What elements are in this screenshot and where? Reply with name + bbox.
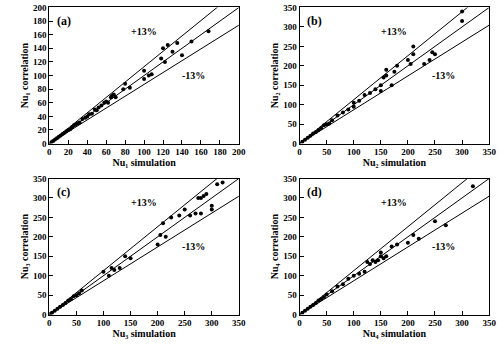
svg-text:350: 350 <box>283 3 297 13</box>
svg-text:100: 100 <box>283 271 297 281</box>
svg-text:60: 60 <box>102 147 112 157</box>
svg-text:Nu₁ simulation: Nu₁ simulation <box>112 157 176 168</box>
svg-text:250: 250 <box>33 213 47 223</box>
svg-text:140: 140 <box>175 147 189 157</box>
svg-text:+13%: +13% <box>131 197 157 208</box>
svg-text:180: 180 <box>213 147 227 157</box>
svg-text:-13%: -13% <box>432 241 455 252</box>
svg-text:100: 100 <box>137 147 151 157</box>
svg-text:0: 0 <box>47 318 52 328</box>
svg-text:350: 350 <box>232 318 246 328</box>
svg-text:Nu₃ correlation: Nu₃ correlation <box>19 213 30 279</box>
svg-text:-13%: -13% <box>432 70 455 81</box>
svg-text:350: 350 <box>482 318 496 328</box>
svg-text:20: 20 <box>64 147 74 157</box>
svg-text:(c): (c) <box>57 185 70 199</box>
svg-text:-13%: -13% <box>182 70 205 81</box>
svg-text:50: 50 <box>72 318 82 328</box>
svg-text:40: 40 <box>83 147 93 157</box>
svg-text:50: 50 <box>288 290 298 300</box>
svg-text:160: 160 <box>33 30 47 40</box>
svg-text:160: 160 <box>194 147 208 157</box>
svg-text:0: 0 <box>42 310 47 320</box>
svg-text:300: 300 <box>205 318 219 328</box>
svg-text:100: 100 <box>33 271 47 281</box>
svg-text:350: 350 <box>283 174 297 184</box>
svg-text:-13%: -13% <box>182 241 205 252</box>
svg-text:50: 50 <box>322 147 332 157</box>
svg-text:Nu₂ simulation: Nu₂ simulation <box>363 157 427 168</box>
svg-text:200: 200 <box>232 147 246 157</box>
svg-text:Nu₁ correlation: Nu₁ correlation <box>19 42 30 108</box>
svg-text:200: 200 <box>33 3 47 13</box>
svg-text:0: 0 <box>297 147 302 157</box>
svg-text:150: 150 <box>124 318 138 328</box>
svg-text:+13%: +13% <box>381 26 407 37</box>
svg-text:0: 0 <box>292 310 297 320</box>
svg-text:300: 300 <box>455 318 469 328</box>
svg-text:0: 0 <box>297 318 302 328</box>
svg-text:80: 80 <box>38 84 48 94</box>
svg-text:300: 300 <box>283 193 297 203</box>
svg-text:200: 200 <box>151 318 165 328</box>
svg-text:150: 150 <box>283 251 297 261</box>
svg-text:350: 350 <box>482 147 496 157</box>
svg-text:100: 100 <box>283 100 297 110</box>
svg-text:150: 150 <box>33 251 47 261</box>
svg-text:40: 40 <box>38 112 48 122</box>
svg-text:200: 200 <box>401 147 415 157</box>
svg-text:250: 250 <box>428 147 442 157</box>
svg-text:(b): (b) <box>307 14 322 28</box>
svg-text:Nu₄ correlation: Nu₄ correlation <box>269 213 280 279</box>
svg-text:150: 150 <box>374 147 388 157</box>
svg-text:0: 0 <box>42 139 47 149</box>
svg-text:250: 250 <box>283 42 297 52</box>
svg-text:200: 200 <box>283 232 297 242</box>
svg-text:Nu₂ correlation: Nu₂ correlation <box>269 42 280 108</box>
svg-text:150: 150 <box>374 318 388 328</box>
svg-text:100: 100 <box>33 71 47 81</box>
svg-text:120: 120 <box>156 147 170 157</box>
svg-text:100: 100 <box>97 318 111 328</box>
svg-text:140: 140 <box>33 43 47 53</box>
svg-text:250: 250 <box>428 318 442 328</box>
svg-text:+13%: +13% <box>381 197 407 208</box>
svg-text:200: 200 <box>401 318 415 328</box>
svg-text:200: 200 <box>283 61 297 71</box>
svg-text:Nu₄ simulation: Nu₄ simulation <box>363 328 427 339</box>
svg-text:20: 20 <box>38 125 48 135</box>
svg-text:(a): (a) <box>57 14 71 28</box>
svg-text:300: 300 <box>283 22 297 32</box>
svg-text:Nu₃ simulation: Nu₃ simulation <box>112 328 176 339</box>
svg-text:60: 60 <box>38 98 48 108</box>
svg-text:100: 100 <box>347 147 361 157</box>
svg-text:300: 300 <box>33 193 47 203</box>
svg-text:+13%: +13% <box>131 26 157 37</box>
svg-text:50: 50 <box>322 318 332 328</box>
svg-text:80: 80 <box>121 147 131 157</box>
svg-text:50: 50 <box>288 119 298 129</box>
svg-text:300: 300 <box>455 147 469 157</box>
svg-text:50: 50 <box>38 290 48 300</box>
svg-text:180: 180 <box>33 16 47 26</box>
svg-text:120: 120 <box>33 57 47 67</box>
svg-text:250: 250 <box>283 213 297 223</box>
svg-text:0: 0 <box>47 147 52 157</box>
svg-text:150: 150 <box>283 80 297 90</box>
svg-text:350: 350 <box>33 174 47 184</box>
svg-text:0: 0 <box>292 139 297 149</box>
svg-text:250: 250 <box>178 318 192 328</box>
svg-text:(d): (d) <box>307 185 322 199</box>
svg-text:200: 200 <box>33 232 47 242</box>
svg-text:100: 100 <box>347 318 361 328</box>
